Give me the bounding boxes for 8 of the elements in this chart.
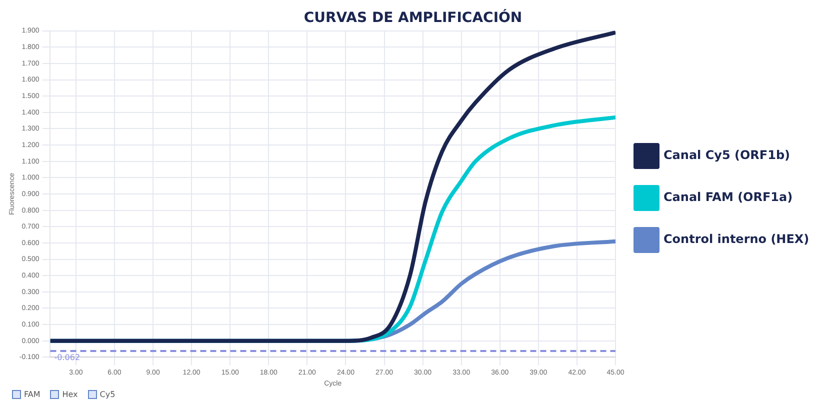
text: FAM (24, 390, 40, 399)
legend-label: Canal Cy5 (ORF1b) (664, 148, 790, 162)
chart-title: CURVAS DE AMPLIFICACIÓN (304, 9, 522, 26)
ref-line-label: -0.062 (54, 353, 80, 362)
text: Hex (62, 390, 78, 399)
legend-label: Canal FAM (ORF1a) (664, 190, 793, 204)
legend-label: Control interno (HEX) (664, 232, 810, 246)
text: Cy5 (100, 390, 116, 399)
